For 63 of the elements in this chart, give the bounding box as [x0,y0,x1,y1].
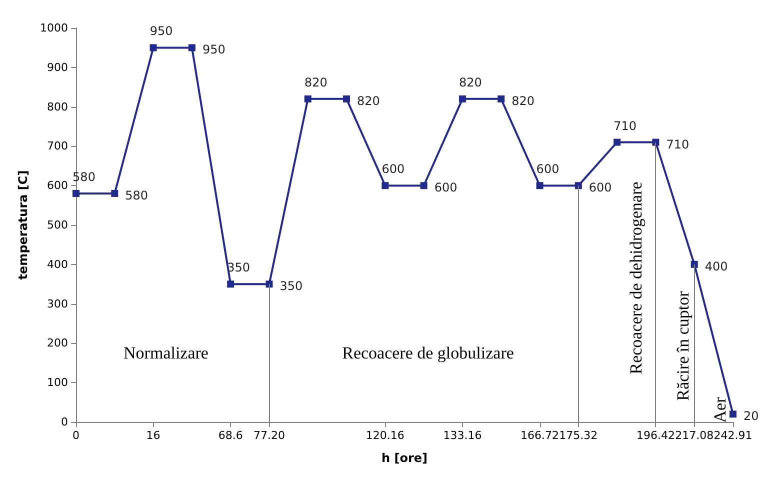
x-tick-label: 16 [146,429,160,442]
point [690,260,698,268]
x-tick-label: 133.16 [443,429,482,442]
point [227,280,234,288]
data-label: 350 [280,279,303,294]
x-tick-label: 166.72 [520,429,560,442]
y-tick-label: 700 [47,140,68,153]
data-label: 600 [382,162,405,176]
x-tick-label: 77.20 [253,429,285,442]
x-tick-label: 175.32 [559,429,598,442]
data-label: 600 [434,180,458,195]
data-label: 820 [512,94,535,108]
point [111,190,118,197]
x-tick-label: 120.16 [366,429,404,442]
data-label: 400 [704,259,728,274]
data-label: 950 [150,24,173,38]
data-label: 710 [666,137,690,152]
data-label: 820 [357,94,380,108]
data-label: 20 [744,409,759,424]
point [498,95,505,102]
point [730,410,736,418]
data-label: 950 [202,42,226,57]
annotation: Recoacere de globulizare [342,344,514,362]
data-label: 580 [125,188,148,202]
annotation: Răcire în cuptor [674,290,692,401]
data-label: 820 [304,75,328,90]
point [72,190,80,197]
y-tick-label: 200 [47,336,68,350]
x-tick-label: 196.42 [636,429,675,442]
x-axis-title: h [ore] [382,451,428,465]
point [150,44,157,52]
point [382,182,389,190]
y-tick-label: 800 [47,100,68,114]
point [420,182,428,190]
y-axis-title: temperatura [C] [16,170,30,280]
annotation: Aer [710,396,730,423]
point [536,182,544,190]
x-tick-label: 242.91 [714,429,752,442]
y-tick-label: 300 [47,297,68,310]
point [188,44,196,52]
point [304,95,312,102]
data-label: 710 [614,118,637,133]
x-tick-label: 68.6 [218,429,243,442]
point [266,280,273,288]
point [458,95,466,102]
y-tick-label: 0 [61,416,68,428]
point [574,182,582,190]
point [343,95,350,102]
y-tick-label: 600 [47,179,68,192]
point [614,138,621,146]
data-label: 820 [459,75,482,90]
annotation: Normalizare [124,344,208,362]
annotation: Recoacere de dehidrogenare [626,182,646,374]
y-tick-label: 500 [47,218,68,232]
x-tick-label: 0 [72,429,80,442]
data-label: 600 [536,162,560,176]
data-label: 600 [588,180,612,195]
y-tick-label: 1000 [40,22,68,34]
y-tick-label: 100 [47,376,68,390]
y-tick-label: 400 [47,258,68,271]
y-tick-label: 900 [47,60,68,74]
point [652,138,660,146]
x-tick-label: 217.08 [675,429,714,442]
